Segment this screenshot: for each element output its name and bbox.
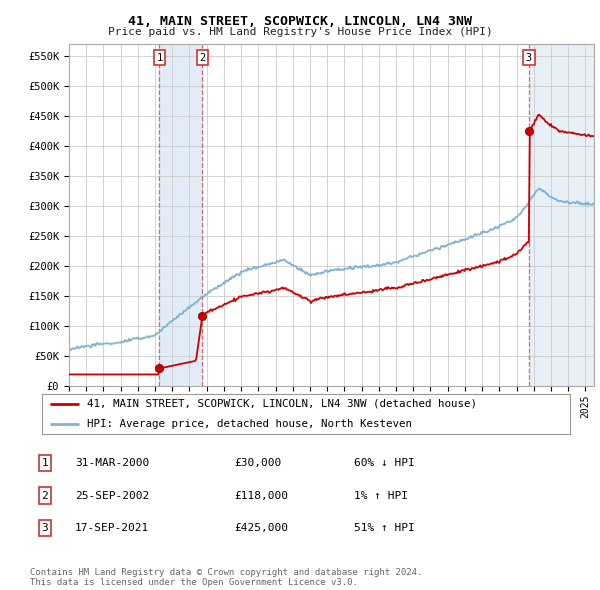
Text: Price paid vs. HM Land Registry's House Price Index (HPI): Price paid vs. HM Land Registry's House … [107, 27, 493, 37]
Text: 3: 3 [526, 53, 532, 63]
Text: 31-MAR-2000: 31-MAR-2000 [75, 458, 149, 468]
Text: 25-SEP-2002: 25-SEP-2002 [75, 491, 149, 500]
Text: 3: 3 [41, 523, 49, 533]
Text: 2: 2 [199, 53, 206, 63]
Text: 1: 1 [41, 458, 49, 468]
Text: £30,000: £30,000 [234, 458, 281, 468]
Text: 1: 1 [156, 53, 163, 63]
Text: 60% ↓ HPI: 60% ↓ HPI [354, 458, 415, 468]
Text: 51% ↑ HPI: 51% ↑ HPI [354, 523, 415, 533]
Text: £425,000: £425,000 [234, 523, 288, 533]
Text: 41, MAIN STREET, SCOPWICK, LINCOLN, LN4 3NW: 41, MAIN STREET, SCOPWICK, LINCOLN, LN4 … [128, 15, 472, 28]
Text: HPI: Average price, detached house, North Kesteven: HPI: Average price, detached house, Nort… [87, 419, 412, 428]
Text: 17-SEP-2021: 17-SEP-2021 [75, 523, 149, 533]
Text: 1% ↑ HPI: 1% ↑ HPI [354, 491, 408, 500]
Text: Contains HM Land Registry data © Crown copyright and database right 2024.
This d: Contains HM Land Registry data © Crown c… [30, 568, 422, 587]
Text: 41, MAIN STREET, SCOPWICK, LINCOLN, LN4 3NW (detached house): 41, MAIN STREET, SCOPWICK, LINCOLN, LN4 … [87, 399, 477, 408]
Text: £118,000: £118,000 [234, 491, 288, 500]
Bar [529, 44, 594, 386]
Bar [160, 44, 202, 386]
Text: 2: 2 [41, 491, 49, 500]
